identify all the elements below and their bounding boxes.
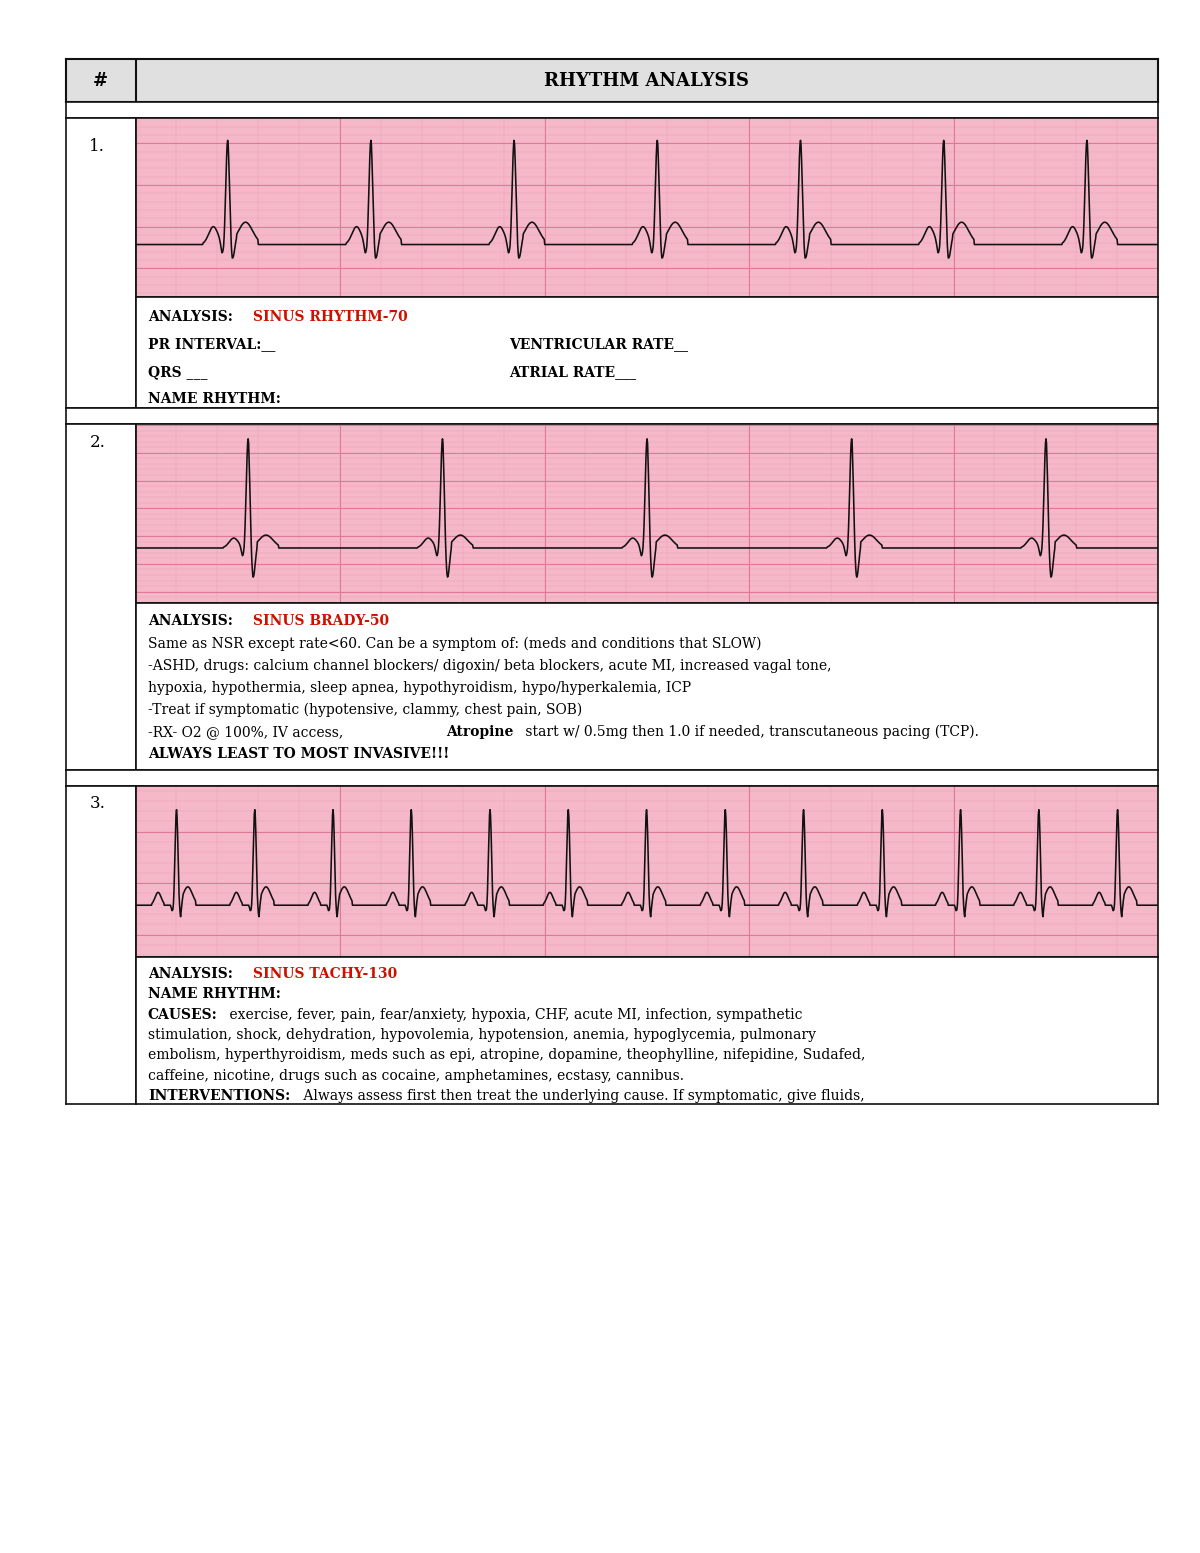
Text: ALWAYS LEAST TO MOST INVASIVE!!!: ALWAYS LEAST TO MOST INVASIVE!!! [148,747,449,761]
Text: SINUS TACHY-130: SINUS TACHY-130 [253,968,397,981]
Text: embolism, hyperthyroidism, meds such as epi, atropine, dopamine, theophylline, n: embolism, hyperthyroidism, meds such as … [148,1048,865,1062]
Text: ANALYSIS:: ANALYSIS: [148,311,238,325]
Text: PR INTERVAL:__: PR INTERVAL:__ [148,337,275,351]
Text: 3.: 3. [89,795,106,812]
Text: caffeine, nicotine, drugs such as cocaine, amphetamines, ecstasy, cannibus.: caffeine, nicotine, drugs such as cocain… [148,1068,684,1082]
Text: ANALYSIS:: ANALYSIS: [148,968,238,981]
Text: VENTRICULAR RATE__: VENTRICULAR RATE__ [509,337,688,351]
Text: NAME RHYTHM:: NAME RHYTHM: [148,393,281,407]
Text: stimulation, shock, dehydration, hypovolemia, hypotension, anemia, hypoglycemia,: stimulation, shock, dehydration, hypovol… [148,1028,816,1042]
Text: ANALYSIS:: ANALYSIS: [148,615,238,629]
Text: QRS ___: QRS ___ [148,365,208,379]
Text: INTERVENTIONS:: INTERVENTIONS: [148,1089,290,1103]
Text: #: # [94,71,108,90]
Text: 1.: 1. [89,138,106,155]
Text: Same as NSR except rate<60. Can be a symptom of: (meds and conditions that SLOW): Same as NSR except rate<60. Can be a sym… [148,637,761,651]
Text: 2.: 2. [89,435,106,452]
Text: hypoxia, hypothermia, sleep apnea, hypothyroidism, hypo/hyperkalemia, ICP: hypoxia, hypothermia, sleep apnea, hypot… [148,680,691,694]
Text: -Treat if symptomatic (hypotensive, clammy, chest pain, SOB): -Treat if symptomatic (hypotensive, clam… [148,704,582,717]
Text: -RX- O2 @ 100%, IV access,: -RX- O2 @ 100%, IV access, [148,725,348,739]
Text: ATRIAL RATE___: ATRIAL RATE___ [509,365,636,379]
Text: start w/ 0.5mg then 1.0 if needed, transcutaneous pacing (TCP).: start w/ 0.5mg then 1.0 if needed, trans… [521,725,979,739]
Text: SINUS RHYTHM-70: SINUS RHYTHM-70 [253,311,408,325]
Text: SINUS BRADY-50: SINUS BRADY-50 [253,615,389,629]
Text: NAME RHYTHM:: NAME RHYTHM: [148,988,281,1002]
Text: -ASHD, drugs: calcium channel blockers/ digoxin/ beta blockers, acute MI, increa: -ASHD, drugs: calcium channel blockers/ … [148,658,832,672]
Text: CAUSES:: CAUSES: [148,1008,217,1022]
Text: RHYTHM ANALYSIS: RHYTHM ANALYSIS [545,71,749,90]
Text: Always assess first then treat the underlying cause. If symptomatic, give fluids: Always assess first then treat the under… [299,1089,865,1103]
Text: Atropine: Atropine [446,725,514,739]
Text: exercise, fever, pain, fear/anxiety, hypoxia, CHF, acute MI, infection, sympathe: exercise, fever, pain, fear/anxiety, hyp… [224,1008,802,1022]
